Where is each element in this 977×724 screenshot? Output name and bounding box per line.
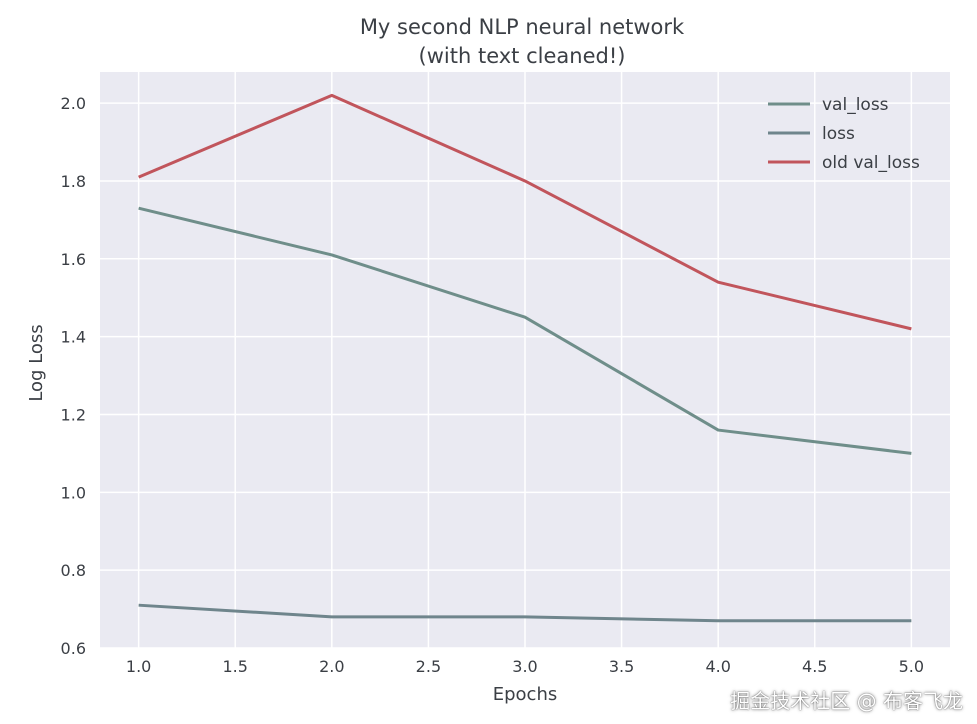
x-tick-label: 2.5	[416, 657, 441, 676]
x-tick-label: 3.5	[609, 657, 634, 676]
y-tick-label: 2.0	[61, 94, 86, 113]
x-tick-labels: 1.0 1.5 2.0 2.5 3.0 3.5 4.0 4.5 5.0	[126, 657, 924, 676]
y-tick-labels: 0.6 0.8 1.0 1.2 1.4 1.6 1.8 2.0	[61, 94, 86, 658]
y-tick-label: 0.6	[61, 639, 86, 658]
x-tick-label: 2.0	[319, 657, 344, 676]
series-line-loss	[138, 603, 912, 623]
x-tick-label: 1.5	[223, 657, 248, 676]
y-tick-label: 1.4	[61, 328, 86, 347]
x-tick-label: 3.0	[512, 657, 537, 676]
series-lines	[138, 93, 912, 623]
x-axis-label: Epochs	[493, 684, 558, 705]
y-tick-label: 1.6	[61, 250, 86, 269]
chart-title-line-2: (with text cleaned!)	[419, 44, 626, 68]
x-tick-label: 5.0	[899, 657, 924, 676]
x-tick-label: 1.0	[126, 657, 151, 676]
legend-label: loss	[822, 124, 855, 144]
y-tick-label: 1.2	[61, 405, 86, 424]
x-tick-label: 4.0	[705, 657, 730, 676]
grid	[100, 72, 950, 649]
series-line-val-loss	[138, 206, 912, 455]
x-tick-label: 4.5	[802, 657, 827, 676]
watermark: 掘金技术社区 @ 布客飞龙	[730, 689, 963, 713]
y-axis-label: Log Loss	[26, 324, 47, 401]
chart-title-line-1: My second NLP neural network	[360, 15, 685, 39]
legend-label: val_loss	[822, 95, 889, 115]
legend-label: old val_loss	[822, 153, 920, 173]
y-tick-label: 0.8	[61, 561, 86, 580]
y-tick-label: 1.8	[61, 172, 86, 191]
series-line-old-val-loss	[138, 93, 912, 331]
y-tick-label: 1.0	[61, 483, 86, 502]
